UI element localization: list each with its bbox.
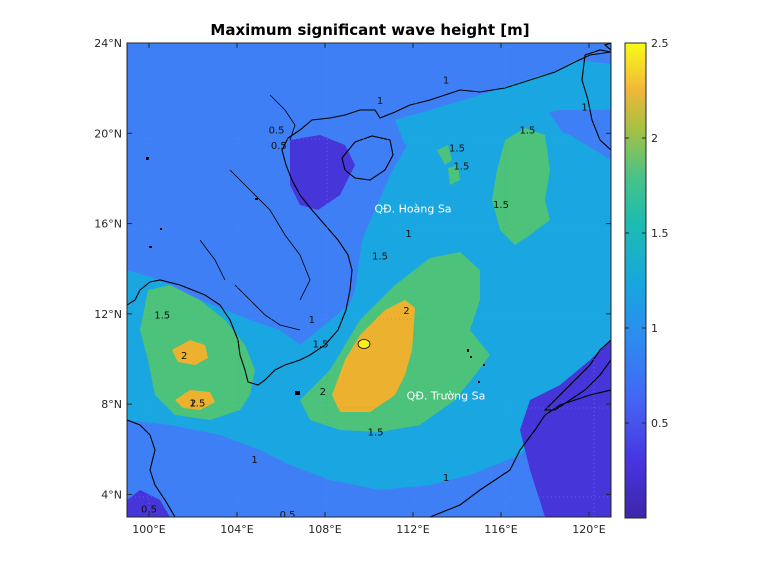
- contour-label: 1.5: [313, 340, 329, 351]
- contour-label: 1.5: [493, 200, 509, 211]
- colorbar-scale: [624, 42, 647, 519]
- contour-label: 1: [581, 103, 587, 114]
- country-borders: [199, 94, 311, 331]
- contour-label: 1: [443, 473, 449, 484]
- x-tick-label: 120°E: [572, 523, 605, 536]
- contour-labels: 0.5 0.5 1 1 1 1 1 1 1 1.5 1.5 1.5 1.5 1.5 1.5 1.5 1.5 1.5…: [141, 76, 588, 521]
- chart-title: Maximum significant wave height [m]: [210, 21, 529, 39]
- contour-label: 1.5: [453, 161, 469, 172]
- contour-label: 1.5: [154, 310, 170, 321]
- colorbar-ticks: 0.5 1 1.5 2 2.5: [625, 37, 669, 430]
- colorbar-tick-label: 2.5: [651, 37, 669, 50]
- contour-label: 1: [443, 76, 449, 87]
- y-tick-label: 16°N: [94, 218, 122, 231]
- wave-zone-0.25m: [127, 135, 611, 517]
- colorbar: 0.5 1 1.5 2 2.5: [624, 37, 669, 519]
- colorbar-tick-label: 0.5: [651, 417, 669, 430]
- contour-label: 0.5: [269, 125, 285, 136]
- y-axis-ticks: 4°N 8°N 12°N 16°N 20°N 24°N: [94, 37, 611, 501]
- y-tick-label: 24°N: [94, 37, 122, 50]
- y-tick-label: 12°N: [94, 308, 122, 321]
- land-masses: [127, 43, 611, 517]
- contour-label: 2: [181, 351, 187, 362]
- colorbar-tick-label: 1.5: [651, 227, 669, 240]
- islands: [146, 157, 485, 395]
- contour-label: 1: [251, 455, 257, 466]
- contour-label: 2: [190, 398, 196, 409]
- x-tick-label: 104°E: [220, 523, 253, 536]
- contour-label: 1.5: [519, 125, 535, 136]
- region-annotations: QĐ. Hoàng Sa QĐ. Trường Sa: [374, 202, 485, 402]
- contour-label: 0.5: [280, 510, 296, 521]
- contour-label: 0.5: [141, 504, 157, 515]
- contour-label: 1: [309, 315, 315, 326]
- region-annotation: QĐ. Trường Sa: [407, 390, 486, 403]
- contour-label: 1.5: [368, 428, 384, 439]
- contour-label: 1.5: [372, 252, 388, 263]
- x-tick-label: 100°E: [132, 523, 165, 536]
- x-tick-label: 108°E: [308, 523, 341, 536]
- contour-label: 1: [377, 96, 383, 107]
- colorbar-tick-label: 1: [651, 322, 658, 335]
- gridlines: [127, 43, 611, 517]
- y-tick-label: 8°N: [101, 398, 122, 411]
- wave-zone-2m: [172, 300, 415, 412]
- contour-label: 2: [320, 387, 326, 398]
- x-tick-label: 112°E: [396, 523, 429, 536]
- colorbar-tick-label: 2: [651, 132, 658, 145]
- contour-label: 0.5: [271, 141, 287, 152]
- wave-max-spot: [357, 339, 371, 349]
- contour-label: 1: [405, 229, 411, 240]
- region-annotation: QĐ. Hoàng Sa: [374, 202, 451, 215]
- map-frame: [126, 42, 612, 518]
- y-tick-label: 4°N: [101, 488, 122, 501]
- y-tick-label: 20°N: [94, 127, 122, 140]
- map-area: 0.5 0.5 1 1 1 1 1 1 1 1.5 1.5 1.5 1.5 1.5 1.5 1.5 1.5 1.5…: [127, 43, 611, 521]
- x-axis-ticks: 100°E 104°E 108°E 112°E 116°E 120°E: [132, 43, 606, 536]
- x-tick-label: 116°E: [484, 523, 517, 536]
- contour-label: 1.5: [449, 143, 465, 154]
- contour-label: 1.5: [189, 398, 205, 409]
- contour-label: 2: [403, 306, 409, 317]
